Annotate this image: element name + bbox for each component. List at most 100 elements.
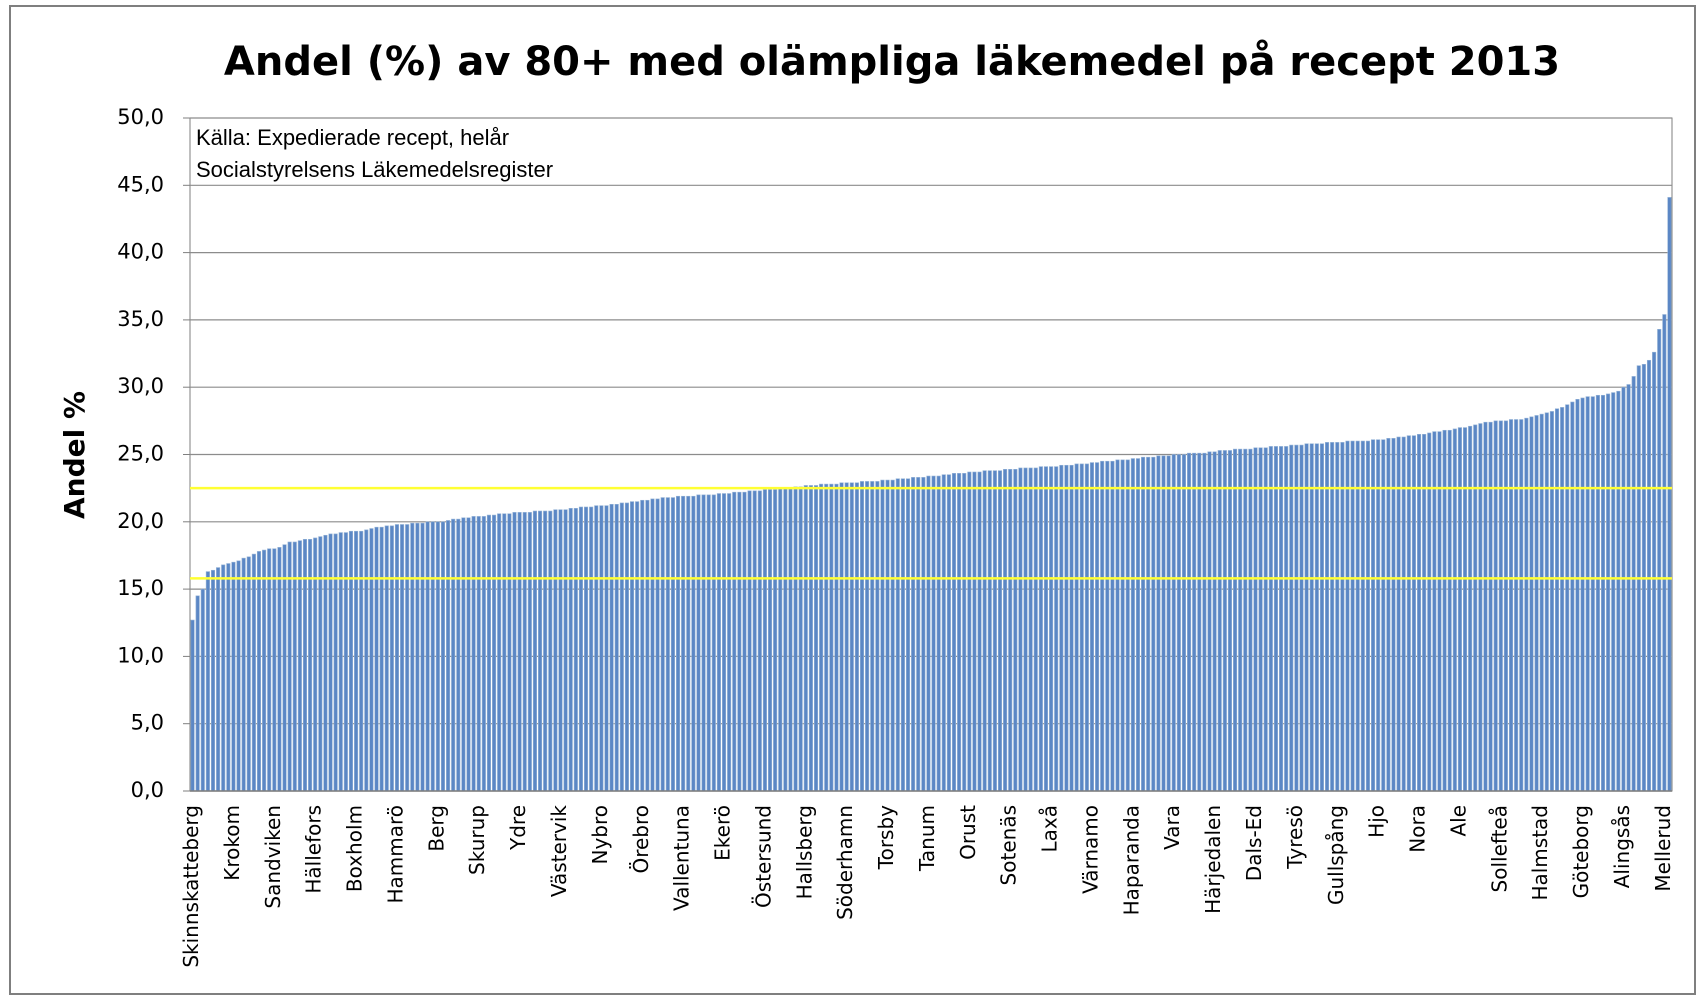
x-tick-label: Halmstad [1528, 805, 1552, 901]
bar [1590, 396, 1595, 792]
bar [716, 493, 721, 792]
bar [568, 508, 573, 792]
bar [1084, 463, 1089, 792]
bar [614, 504, 619, 792]
x-tick-label: Tyresö [1283, 805, 1307, 870]
bar [1534, 415, 1539, 792]
bar [364, 529, 369, 792]
bar [1217, 450, 1222, 792]
bar [1202, 452, 1207, 792]
bar [1335, 442, 1340, 792]
bar [844, 482, 849, 792]
bar [854, 482, 859, 792]
bar [226, 563, 231, 792]
bar [931, 475, 936, 792]
bar [517, 512, 522, 792]
x-tick-label: Gullspång [1324, 805, 1348, 905]
bar [967, 471, 972, 792]
bar [1488, 421, 1493, 792]
x-tick-label: Boxholm [343, 805, 367, 892]
bar [900, 478, 905, 792]
y-tick-label: 15,0 [117, 576, 164, 600]
bar [313, 537, 318, 792]
bar [1493, 420, 1498, 792]
bar [609, 504, 614, 792]
bar [849, 482, 854, 792]
bar [1243, 448, 1248, 792]
x-tick-label: Sollefteå [1487, 805, 1511, 892]
x-tick-label: Alingsås [1610, 805, 1634, 888]
bar [343, 532, 348, 792]
bar [1003, 469, 1008, 792]
bar [1197, 452, 1202, 792]
bar [1166, 455, 1171, 792]
bar [824, 483, 829, 792]
x-tick-label: Berg [424, 805, 448, 852]
bar [1013, 469, 1018, 792]
bar [1079, 463, 1084, 792]
bar [865, 481, 870, 792]
y-tick-label: 50,0 [117, 105, 164, 129]
bar [875, 481, 880, 792]
bar [476, 516, 481, 792]
bar [1023, 467, 1028, 792]
bar [486, 514, 491, 792]
x-tick-label: Göteborg [1569, 805, 1593, 898]
bar [737, 491, 742, 792]
bar [1611, 392, 1616, 792]
bar [216, 567, 221, 792]
bar [1074, 463, 1079, 792]
bar [1606, 393, 1611, 792]
x-tick-label: Laxå [1038, 805, 1062, 853]
bar [384, 525, 389, 792]
bar [1483, 421, 1488, 792]
x-tick-label: Krokom [220, 805, 244, 881]
bar [231, 561, 236, 792]
bar [205, 571, 210, 792]
bar [670, 497, 675, 792]
bar [1350, 440, 1355, 792]
bar [1529, 416, 1534, 792]
bar [1457, 427, 1462, 792]
y-tick-label: 10,0 [117, 643, 164, 667]
bar [1171, 454, 1176, 792]
bar [210, 569, 216, 792]
bar [752, 490, 757, 792]
bar [916, 477, 921, 792]
bar [328, 533, 333, 792]
bar [1100, 460, 1105, 792]
bar [200, 588, 205, 792]
bar [727, 493, 732, 792]
bar [1263, 447, 1268, 792]
bar [323, 534, 328, 792]
bar [1340, 442, 1345, 792]
bar [594, 505, 599, 792]
bar [645, 499, 650, 792]
bar [1657, 329, 1662, 792]
bar [1008, 469, 1013, 792]
x-tick-label: Sotenäs [997, 805, 1021, 885]
bar [456, 518, 461, 792]
x-tick-label: Haparanda [1119, 805, 1143, 915]
bar [1028, 467, 1033, 792]
bar [415, 522, 420, 792]
y-tick-label: 25,0 [117, 442, 164, 466]
bar [308, 538, 313, 792]
bar [819, 483, 824, 792]
x-tick-label: Ale [1446, 805, 1470, 837]
bar [1110, 460, 1115, 792]
bar [921, 477, 926, 792]
bar [1442, 429, 1447, 792]
bar [348, 530, 354, 792]
bar [1360, 440, 1365, 792]
bar [1212, 451, 1217, 792]
bar [246, 556, 251, 792]
bar [880, 479, 885, 792]
bar [619, 502, 624, 792]
bar [573, 508, 578, 792]
bar [676, 495, 681, 792]
x-tick-label: Dals-Ed [1242, 805, 1266, 881]
bar [1018, 467, 1023, 792]
bar [1304, 443, 1309, 792]
